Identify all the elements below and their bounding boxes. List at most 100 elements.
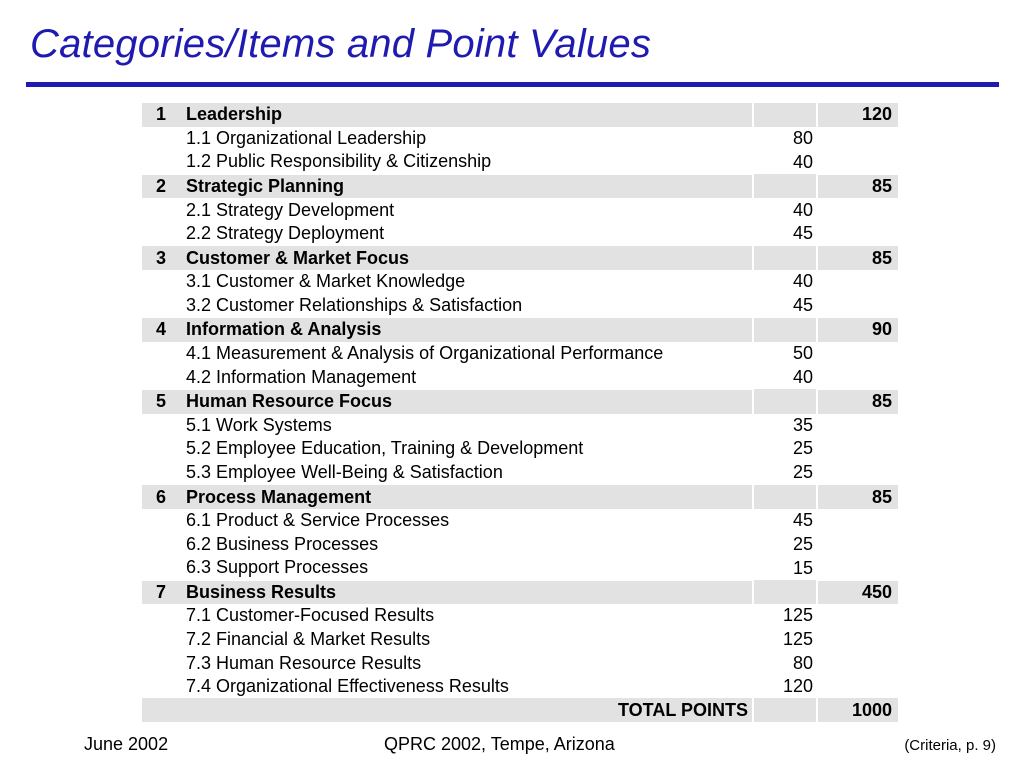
title-divider [26,82,999,87]
category-sub-cell [752,389,818,414]
item-label: 6.3 Support Processes [186,557,369,578]
item-points: 25 [792,533,813,554]
item-total-cell [817,365,898,389]
item-row: 7.3 Human Resource Results 80 [142,651,898,675]
item-points: 45 [792,223,813,244]
item-num-cell [142,365,180,389]
item-num-cell [142,604,180,628]
item-label: 4.1 Measurement & Analysis of Organizati… [186,343,664,364]
category-number: 7 [142,579,180,605]
page-title: Categories/Items and Point Values [30,22,652,66]
item-points: 15 [792,557,813,578]
item-num-cell [142,532,180,556]
item-total-cell [817,556,898,580]
category-name: Customer & Market Focus [180,245,753,271]
category-number: 4 [142,317,180,342]
item-row: 5.2 Employee Education, Training & Devel… [142,437,898,461]
item-total-cell [817,294,898,318]
item-points: 45 [792,510,813,531]
item-label: 6.2 Business Processes [186,533,379,554]
item-label: 3.2 Customer Relationships & Satisfactio… [186,294,523,315]
category-points: 85 [817,173,898,199]
footer-event: QPRC 2002, Tempe, Arizona [384,734,615,754]
item-points: 40 [792,151,813,172]
item-total-cell [817,198,898,222]
item-total-cell [817,651,898,675]
item-label: 7.1 Customer-Focused Results [186,605,435,626]
item-row: 1.2 Public Responsibility & Citizenship 4… [142,150,898,174]
item-total-cell [817,414,898,438]
item-total-cell [817,150,898,174]
item-num-cell [142,509,180,533]
item-total-cell [817,509,898,533]
category-number: 1 [142,101,180,127]
category-number: 2 [142,173,180,199]
item-row: 3.1 Customer & Market Knowledge 40 [142,270,898,294]
item-label: 2.1 Strategy Development [186,199,395,220]
category-sub-cell [752,245,818,271]
item-row: 1.1 Organizational Leadership 80 [142,127,898,151]
category-sub-cell [752,580,818,605]
item-row: 2.2 Strategy Deployment 45 [142,222,898,246]
item-points: 25 [792,438,813,459]
item-row: 6.1 Product & Service Processes 45 [142,509,898,533]
item-points: 120 [782,676,813,697]
item-total-cell [817,270,898,294]
category-row: 2 Strategic Planning 85 [142,173,898,199]
item-row: 7.2 Financial & Market Results 125 [142,628,898,652]
item-num-cell [142,414,180,438]
category-sub-cell [752,317,818,342]
item-row: 4.1 Measurement & Analysis of Organizati… [142,342,898,366]
item-total-cell [817,604,898,628]
item-num-cell [142,127,180,151]
item-num-cell [142,675,180,699]
item-row: 5.1 Work Systems 35 [142,414,898,438]
item-num-cell [142,556,180,580]
item-points: 125 [782,629,813,649]
item-row: 6.3 Support Processes 15 [142,556,898,580]
item-row: 7.4 Organizational Effectiveness Results… [142,675,898,699]
footer-date: June 2002 [84,734,169,754]
item-num-cell [142,461,180,485]
item-points: 40 [792,271,813,292]
item-label: 5.1 Work Systems [186,414,332,435]
item-label: 2.2 Strategy Deployment [186,223,385,244]
item-points: 50 [792,343,813,364]
item-points: 45 [792,295,813,316]
item-num-cell [142,437,180,461]
item-points: 40 [792,366,813,387]
item-row: 2.1 Strategy Development 40 [142,198,898,222]
category-number: 3 [142,245,180,271]
item-total-cell [817,675,898,699]
item-row: 6.2 Business Processes 25 [142,532,898,556]
category-sub-cell [752,174,818,199]
item-total-cell [817,461,898,485]
item-total-cell [817,222,898,246]
category-row: 4 Information & Analysis 90 [142,317,898,342]
category-name: Human Resource Focus [180,388,753,414]
category-name: Leadership [180,101,753,127]
category-sub-cell [752,484,818,509]
category-row: 1 Leadership 120 [142,101,898,127]
item-points: 125 [782,605,813,626]
item-total-cell [817,437,898,461]
category-row: 3 Customer & Market Focus 85 [142,245,898,271]
item-label: 7.3 Human Resource Results [186,652,422,673]
item-label: 5.3 Employee Well-Being & Satisfaction [186,461,503,482]
item-label: 7.4 Organizational Effectiveness Results [186,676,509,697]
item-points: 80 [792,127,813,148]
item-num-cell [142,294,180,318]
item-num-cell [142,628,180,652]
category-points: 120 [817,101,898,127]
item-num-cell [142,150,180,174]
point-values-table: 1 Leadership 120 1.1 Organizational Leaders… [142,101,898,723]
item-num-cell [142,342,180,366]
item-num-cell [142,222,180,246]
total-row: TOTAL POINTS 1000 [142,698,898,723]
category-name: Information & Analysis [180,317,753,342]
footer-citation: (Criteria, p. 9) [904,737,996,754]
item-label: 5.2 Employee Education, Training & Devel… [186,438,584,459]
category-row: 6 Process Management 85 [142,484,898,509]
category-points: 85 [817,388,898,414]
item-points: 80 [792,652,813,673]
